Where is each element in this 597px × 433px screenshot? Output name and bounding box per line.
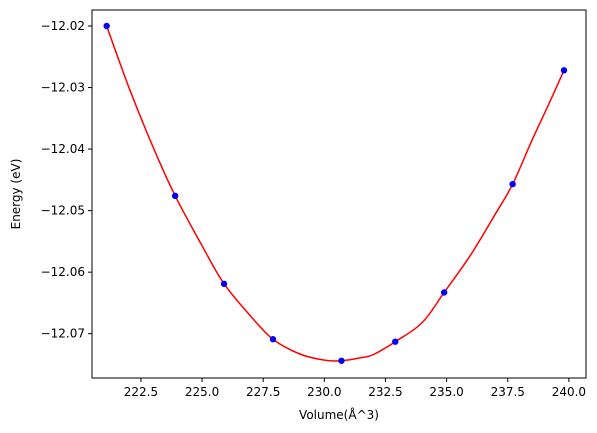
x-tick-label: 235.0	[429, 385, 463, 399]
x-axis-ticks: 222.5 225.0 227.5 230.0 232.5 235.0 237.5 240.0	[124, 378, 586, 399]
y-axis-ticks: −12.02 −12.03 −12.04 −12.05 −12.06 −12.07	[41, 19, 92, 341]
y-tick-label: −12.05	[41, 204, 85, 218]
fit-curve-line	[105, 25, 565, 362]
y-tick-label: −12.07	[41, 327, 85, 341]
x-axis-label: Volume(Å^3)	[299, 407, 379, 422]
data-point	[560, 67, 568, 74]
data-point	[392, 338, 399, 345]
x-tick-label: 230.0	[307, 385, 341, 399]
data-point	[269, 336, 277, 343]
y-tick-label: −12.02	[41, 19, 85, 33]
y-tick-label: −12.03	[41, 81, 85, 95]
x-tick-label: 240.0	[552, 385, 586, 399]
x-tick-label: 222.5	[124, 385, 158, 399]
y-axis-label: Energy (eV)	[9, 159, 23, 230]
data-point	[509, 180, 516, 188]
x-tick-label: 232.5	[368, 385, 402, 399]
data-point	[440, 289, 448, 296]
x-tick-label: 225.0	[185, 385, 219, 399]
series-layer	[103, 22, 568, 364]
plot-frame	[91, 9, 587, 379]
x-tick-label: 237.5	[491, 385, 525, 399]
y-tick-label: −12.04	[41, 142, 85, 156]
data-point	[338, 357, 345, 364]
x-tick-label: 227.5	[246, 385, 280, 399]
y-tick-label: −12.06	[41, 265, 85, 279]
data-point	[220, 280, 228, 288]
data-point	[171, 192, 179, 200]
data-point	[103, 22, 110, 30]
